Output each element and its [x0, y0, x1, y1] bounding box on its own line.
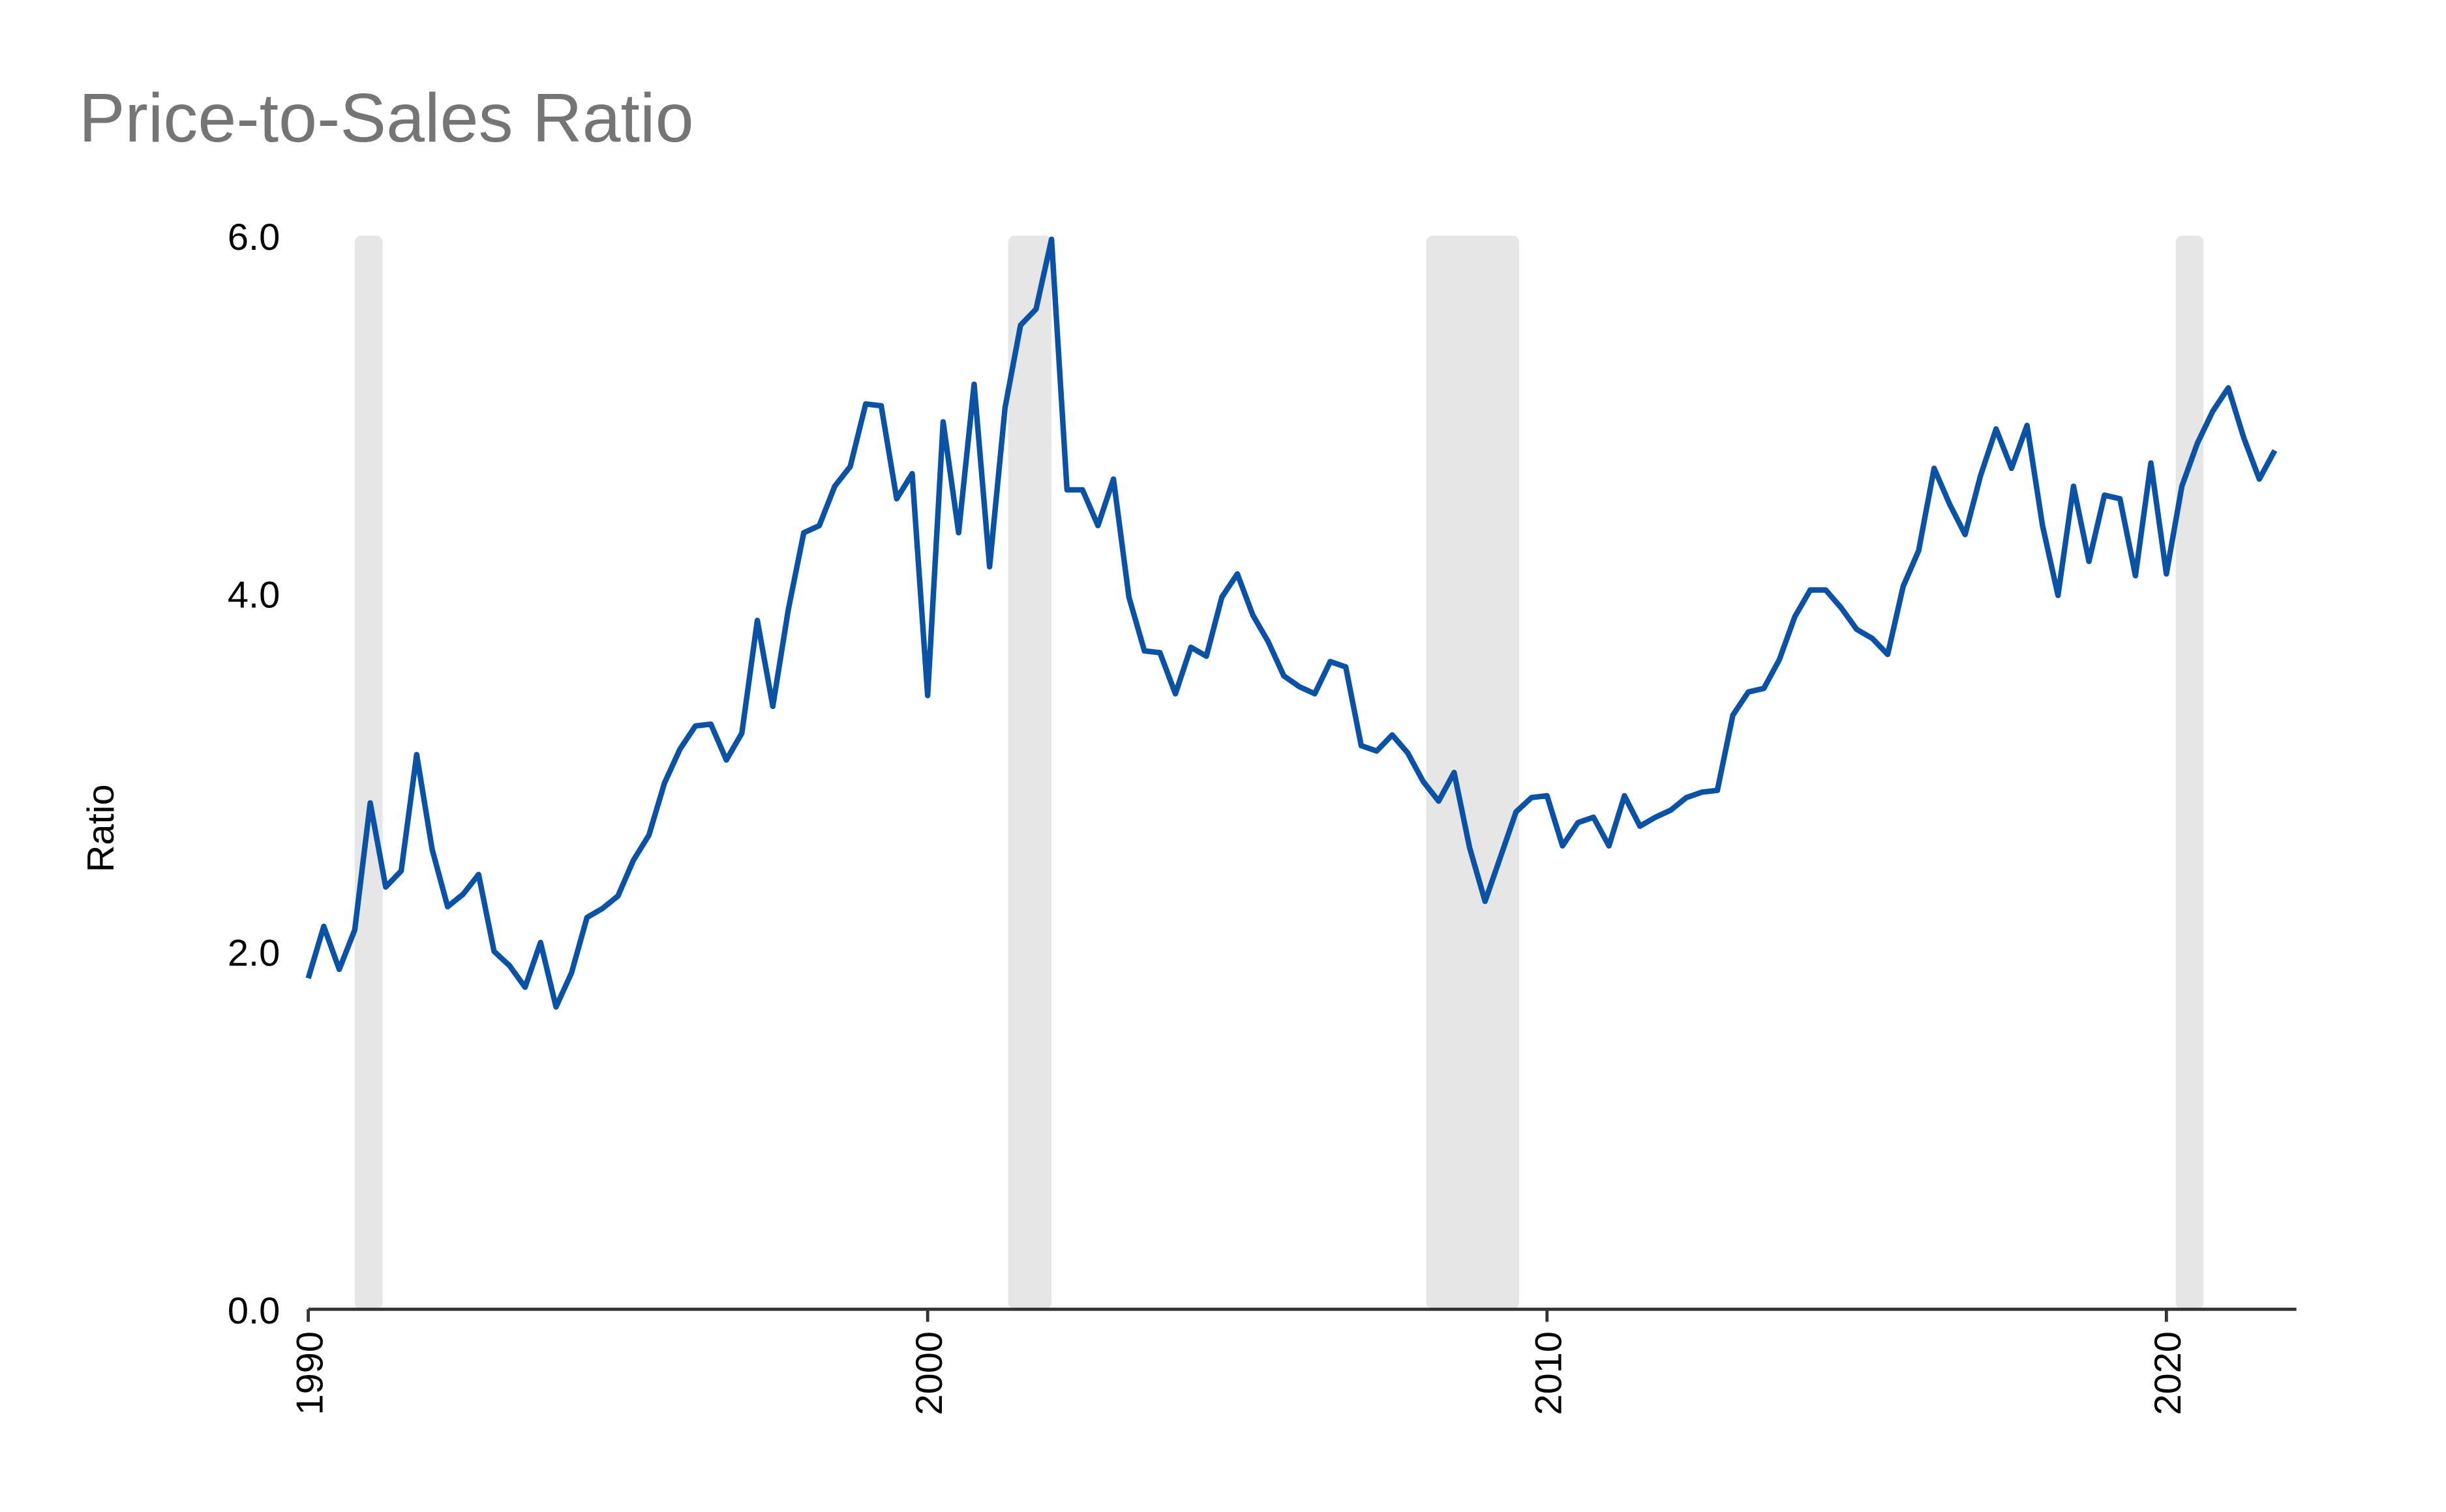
- y-tick-label: 6.0: [228, 217, 280, 258]
- y-axis-label: Ratio: [80, 784, 122, 872]
- x-tick-label: 1990: [289, 1331, 331, 1415]
- recession-band: [1426, 235, 1520, 1310]
- y-tick-label: 0.0: [228, 1290, 280, 1332]
- recession-band: [354, 235, 383, 1310]
- x-tick-label: 2010: [1528, 1331, 1569, 1415]
- line-series: [305, 236, 2278, 1010]
- recession-band: [1008, 235, 1052, 1310]
- y-tick-label: 2.0: [228, 932, 280, 974]
- y-tick-label: 4.0: [228, 575, 280, 616]
- x-tick-label: 2000: [909, 1331, 950, 1415]
- x-tick-label: 2020: [2147, 1331, 2189, 1415]
- recession-band: [2175, 235, 2204, 1310]
- chart-title: Price-to-Sales Ratio: [79, 80, 694, 157]
